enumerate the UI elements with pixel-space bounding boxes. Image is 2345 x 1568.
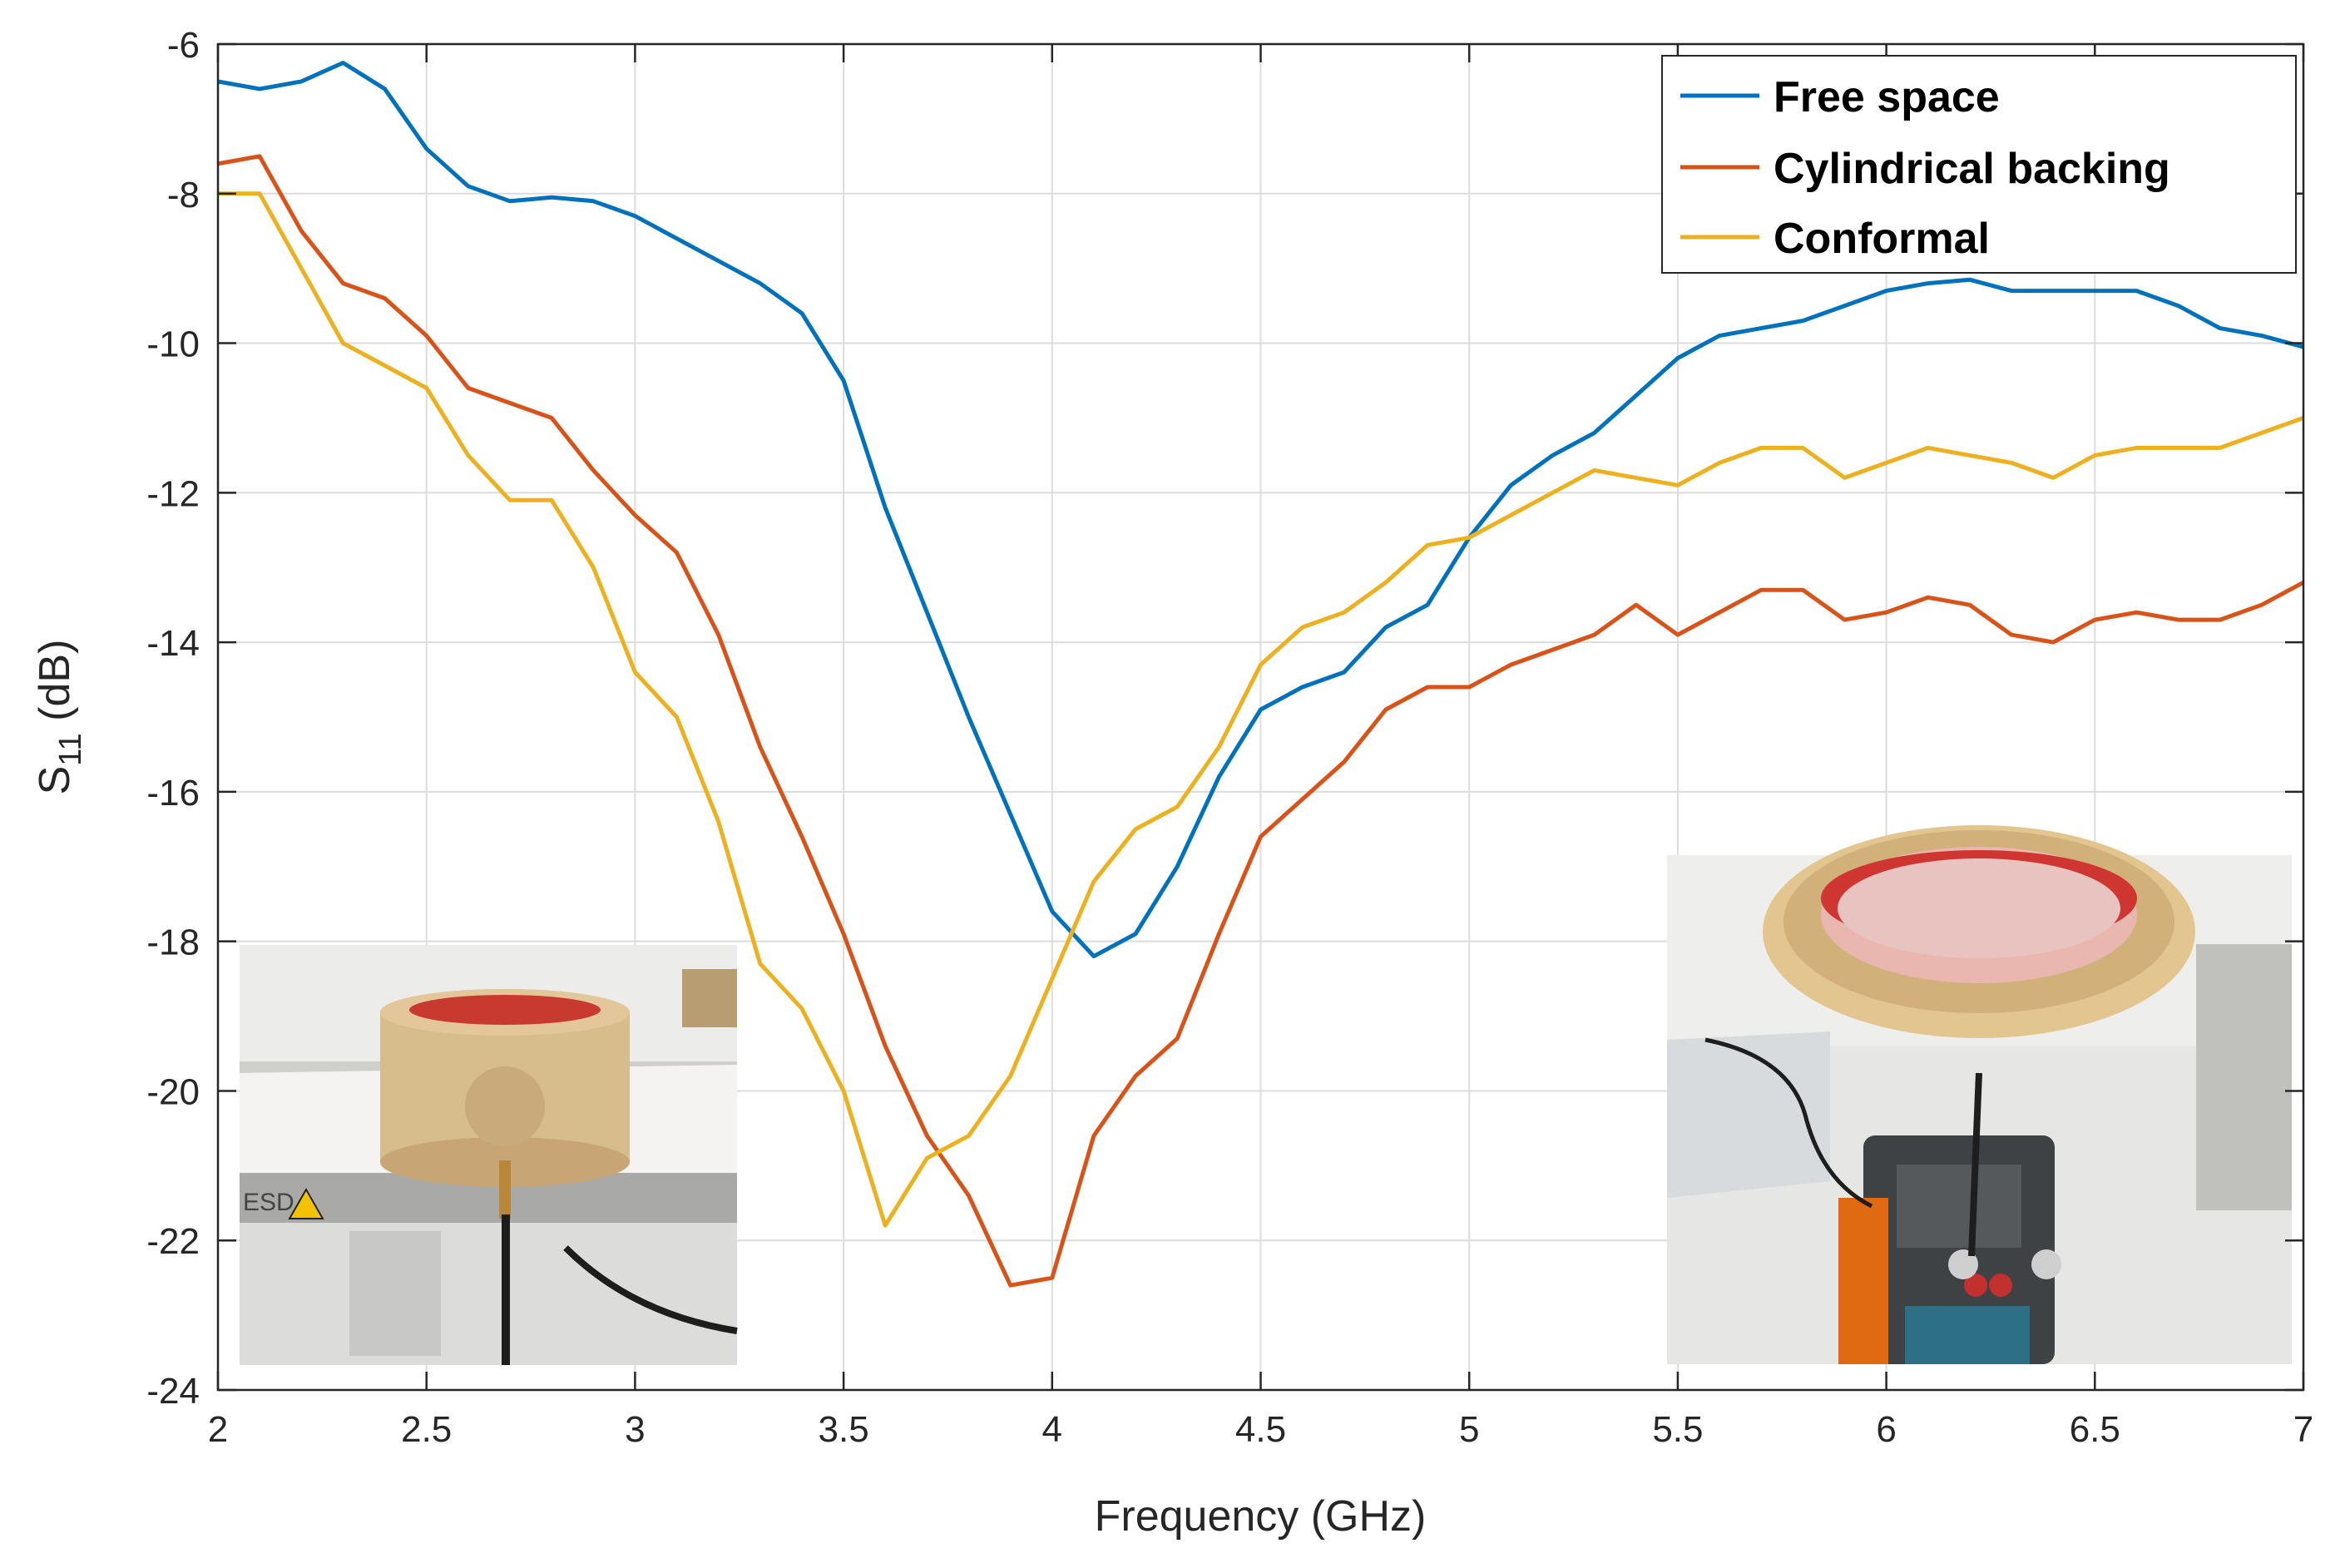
x-tick-label-6: 5 (1459, 1409, 1479, 1450)
y-tick-label-9: -6 (167, 25, 200, 66)
x-tick-label-8: 6 (1876, 1409, 1896, 1450)
x-tick-label-10: 7 (2293, 1409, 2313, 1450)
legend-label-conformal: Conformal (1774, 215, 1990, 263)
y-tick-label-2: -20 (146, 1071, 200, 1112)
y-axis-title-unit: (dB) (31, 640, 79, 734)
y-axis-title-sub: 11 (53, 733, 88, 765)
y-tick-label-7: -10 (146, 324, 200, 365)
series-group (218, 61, 2303, 1288)
x-tick-label-4: 4 (1042, 1409, 1062, 1450)
series-line-free-space (218, 61, 2303, 959)
series-line-conformal (218, 191, 2303, 1228)
x-tick-label-7: 5.5 (1652, 1409, 1703, 1450)
x-tick-label-9: 6.5 (2070, 1409, 2120, 1450)
series-line-cylindrical-backing (218, 154, 2303, 1288)
y-tick-label-0: -24 (146, 1371, 200, 1412)
photo-inset-right (1667, 825, 2292, 1364)
x-tick-label-2: 3 (625, 1409, 645, 1450)
y-tick-label-8: -8 (167, 175, 200, 215)
svg-text:ESD: ESD (243, 1189, 294, 1216)
x-axis-title: Frequency (GHz) (1095, 1492, 1427, 1541)
photo-inset-left: ESD (240, 945, 738, 1365)
y-axis-title-main: S (31, 766, 79, 795)
y-tick-label-6: -12 (146, 473, 200, 514)
x-tick-label-5: 4.5 (1235, 1409, 1286, 1450)
y-tick-label-4: -16 (146, 773, 200, 814)
legend-box (1661, 55, 2297, 274)
y-tick-label-3: -18 (146, 922, 200, 963)
axes (216, 42, 2305, 1392)
tick-labels: 2 2.5 3 3.5 4 4.5 5 5.5 6 6.5 7 -24 -22 -20 -18 -16 -14 -… (146, 25, 2313, 1450)
legend: Free space Cylindrical backing Conformal (1661, 55, 2297, 274)
legend-label-cylindrical-backing: Cylindrical backing (1774, 145, 2170, 193)
y-tick-label-1: -22 (146, 1221, 200, 1262)
y-axis-title: S11 (dB) (31, 640, 88, 795)
y-tick-label-5: -14 (146, 623, 200, 664)
x-tick-label-0: 2 (208, 1409, 228, 1450)
x-tick-label-1: 2.5 (401, 1409, 452, 1450)
legend-label-free-space: Free space (1774, 73, 2000, 121)
x-tick-label-3: 3.5 (819, 1409, 869, 1450)
